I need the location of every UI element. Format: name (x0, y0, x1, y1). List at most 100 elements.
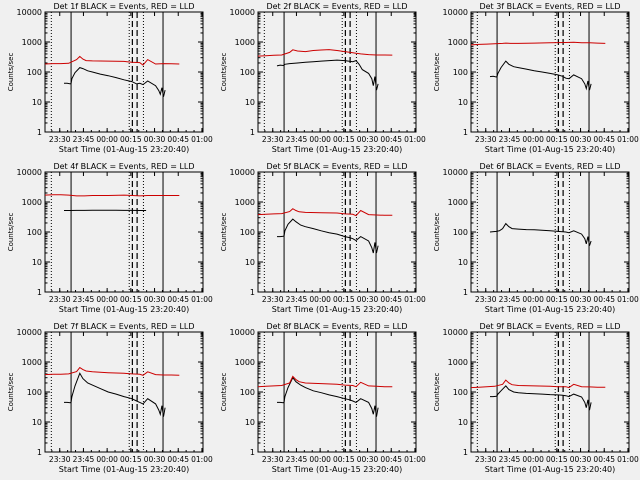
x-tick-label: 23:30 (262, 455, 284, 464)
x-tick-label: 01:00 (191, 135, 213, 144)
x-tick-label: 23:45 (499, 455, 521, 464)
y-tick-label: 1000 (22, 358, 42, 367)
y-tick-label: 10000 (443, 8, 468, 17)
x-tick-label: 00:45 (593, 295, 615, 304)
y-tick-label: 10000 (230, 168, 255, 177)
x-tick-label: 23:30 (475, 135, 497, 144)
x-tick-label: 00:30 (357, 295, 379, 304)
x-tick-label: 23:45 (73, 455, 95, 464)
x-tick-label: 23:30 (475, 295, 497, 304)
lld-series-line (257, 375, 393, 388)
y-axis-label: Counts/sec (433, 213, 441, 252)
x-tick-label: 23:30 (262, 295, 284, 304)
y-tick-label: 1000 (448, 358, 468, 367)
chart-title: Det 4f BLACK = Events, RED = LLD (53, 162, 194, 171)
y-tick-label: 10000 (443, 328, 468, 337)
x-tick-label: 01:00 (617, 295, 639, 304)
y-axis-label: Counts/sec (7, 53, 15, 92)
x-tick-label: 01:00 (617, 455, 639, 464)
events-series-line (277, 218, 379, 254)
x-tick-label: 00:30 (570, 455, 592, 464)
y-axis-label: Counts/sec (220, 53, 228, 92)
y-tick-label: 10000 (230, 328, 255, 337)
y-tick-label: 1000 (235, 38, 255, 47)
lld-series-line (257, 208, 393, 217)
y-tick-label: 10 (245, 98, 255, 107)
lld-series-line (44, 366, 180, 376)
chart-panel: Det 6f BLACK = Events, RED = LLD 1 10 100 10… (433, 162, 639, 314)
y-tick-label: 10 (458, 98, 468, 107)
x-tick-label: 01:00 (191, 295, 213, 304)
y-tick-label: 10 (32, 418, 42, 427)
x-tick-label: 00:15 (546, 135, 568, 144)
x-tick-label: 23:45 (499, 295, 521, 304)
y-tick-label: 1 (463, 288, 468, 297)
x-tick-label: 00:15 (546, 455, 568, 464)
chart-title: Det 3f BLACK = Events, RED = LLD (479, 2, 620, 11)
x-tick-label: 00:15 (120, 295, 142, 304)
y-tick-label: 10 (245, 418, 255, 427)
x-tick-label: 23:45 (73, 295, 95, 304)
x-tick-label: 00:00 (522, 295, 544, 304)
x-tick-label: 23:30 (49, 135, 71, 144)
plot-frame (44, 331, 204, 453)
plot-frame (44, 171, 204, 293)
x-tick-label: 23:45 (286, 295, 308, 304)
y-axis-label: Counts/sec (220, 213, 228, 252)
x-tick-label: 23:30 (475, 455, 497, 464)
events-series-line (489, 60, 592, 91)
x-tick-label: 00:00 (309, 455, 331, 464)
y-tick-label: 100 (453, 228, 468, 237)
lld-series-line (470, 379, 606, 389)
plot-frame (470, 331, 630, 453)
x-tick-label: 00:15 (120, 455, 142, 464)
x-tick-label: 01:00 (404, 295, 426, 304)
x-axis-label: Start Time (01-Aug-15 23:20:40) (485, 465, 616, 474)
y-tick-label: 100 (240, 68, 255, 77)
x-axis-label: Start Time (01-Aug-15 23:20:40) (59, 465, 190, 474)
x-tick-label: 23:45 (286, 455, 308, 464)
x-tick-label: 00:30 (357, 135, 379, 144)
y-tick-label: 10000 (17, 8, 42, 17)
y-axis-label: Counts/sec (7, 373, 15, 412)
y-tick-label: 1 (37, 128, 42, 137)
y-tick-label: 100 (27, 228, 42, 237)
chart-panel: Det 1f BLACK = Events, RED = LLD 1 10 100 10… (7, 2, 213, 154)
y-tick-label: 10 (32, 98, 42, 107)
x-tick-label: 00:30 (144, 455, 166, 464)
y-tick-label: 1000 (235, 358, 255, 367)
chart-title: Det 9f BLACK = Events, RED = LLD (479, 322, 620, 331)
x-tick-label: 00:45 (167, 295, 189, 304)
x-tick-label: 01:00 (191, 455, 213, 464)
y-tick-label: 10000 (17, 328, 42, 337)
y-axis-label: Counts/sec (433, 53, 441, 92)
y-tick-label: 1000 (235, 198, 255, 207)
x-tick-label: 00:00 (96, 295, 118, 304)
x-axis-label: Start Time (01-Aug-15 23:20:40) (272, 465, 403, 474)
y-tick-label: 1000 (448, 38, 468, 47)
y-tick-label: 1 (250, 128, 255, 137)
y-tick-label: 10 (245, 258, 255, 267)
x-tick-label: 00:30 (570, 295, 592, 304)
x-tick-label: 23:30 (49, 455, 71, 464)
chart-panel: Det 7f BLACK = Events, RED = LLD 1 10 100 10… (7, 322, 213, 474)
x-axis-label: Start Time (01-Aug-15 23:20:40) (59, 145, 190, 154)
x-tick-label: 00:30 (357, 455, 379, 464)
lld-series-line (44, 55, 180, 66)
lld-series-line (470, 41, 606, 46)
y-tick-label: 100 (240, 388, 255, 397)
chart-title: Det 1f BLACK = Events, RED = LLD (53, 2, 194, 11)
x-tick-label: 00:00 (309, 295, 331, 304)
events-series-line (489, 222, 592, 246)
y-tick-label: 1 (463, 448, 468, 457)
y-tick-label: 1000 (448, 198, 468, 207)
y-tick-label: 1 (250, 448, 255, 457)
x-axis-label: Start Time (01-Aug-15 23:20:40) (272, 145, 403, 154)
y-axis-label: Counts/sec (433, 373, 441, 412)
x-axis-label: Start Time (01-Aug-15 23:20:40) (485, 145, 616, 154)
x-tick-label: 01:00 (617, 135, 639, 144)
lld-series-line (257, 49, 393, 57)
x-tick-label: 00:15 (120, 135, 142, 144)
x-tick-label: 00:00 (96, 135, 118, 144)
